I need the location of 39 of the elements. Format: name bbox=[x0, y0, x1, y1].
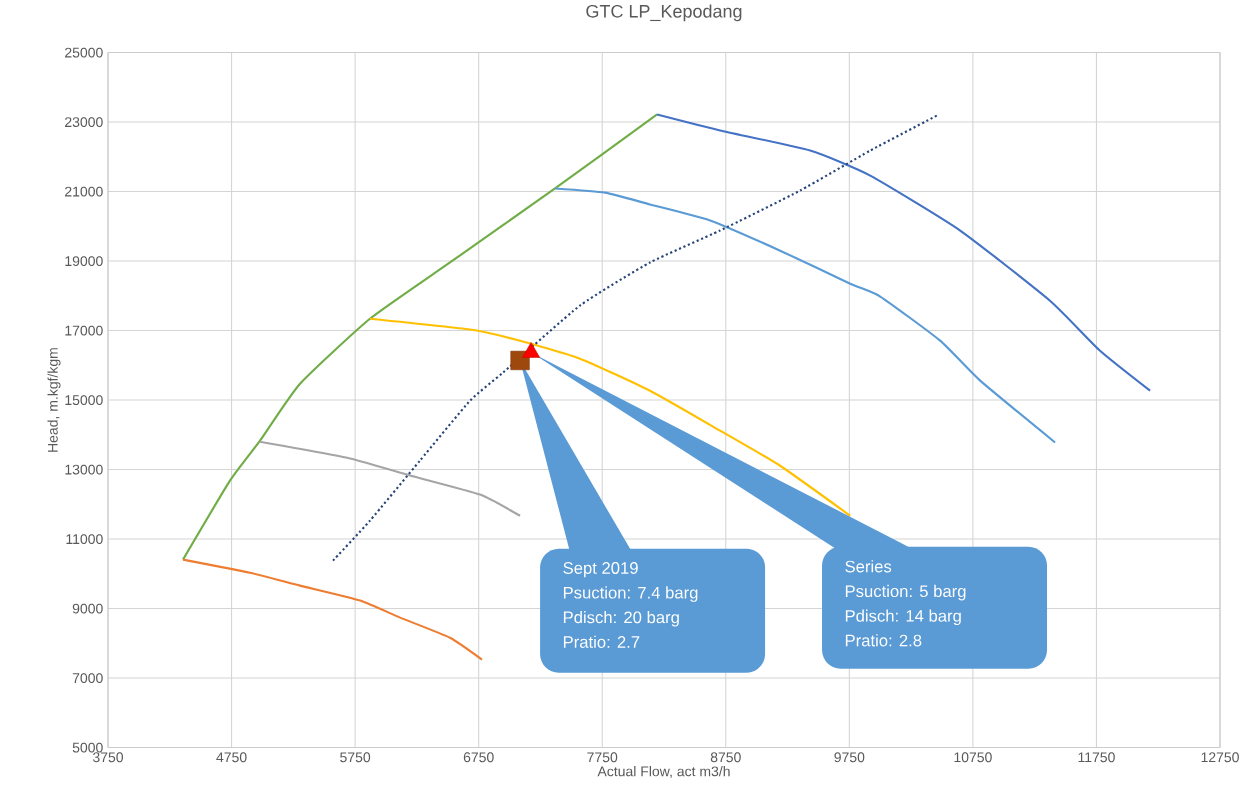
annotation: Sept 2019 bbox=[563, 562, 638, 578]
x-tick-label: 7750 bbox=[587, 752, 618, 763]
x-tick-label: 3750 bbox=[92, 752, 124, 763]
chart-title: GTC LP_Kepodang bbox=[586, 4, 742, 22]
x-tick-label: 10750 bbox=[954, 752, 992, 763]
y-tick-label: 13000 bbox=[65, 464, 103, 475]
line-series bbox=[656, 113, 1152, 392]
line-series bbox=[181, 558, 484, 661]
x-tick-label: 9750 bbox=[834, 752, 865, 763]
y-tick-label: 19000 bbox=[65, 256, 103, 267]
x-tick-label: 12750 bbox=[1201, 752, 1239, 763]
annotation: Pratio: 2.7 bbox=[563, 635, 640, 649]
x-tick-label: 8750 bbox=[710, 752, 741, 763]
line-series bbox=[553, 187, 1057, 444]
y-tick-label: 9000 bbox=[72, 603, 103, 614]
y-axis-title: Head, m.kgf/kgm bbox=[47, 348, 61, 453]
y-tick-label: 21000 bbox=[65, 186, 103, 197]
line-series bbox=[368, 317, 852, 518]
y-tick-label: 17000 bbox=[65, 325, 103, 336]
y-tick-label: 7000 bbox=[72, 673, 103, 684]
y-tick-label: 25000 bbox=[65, 47, 103, 58]
x-tick-label: 6750 bbox=[463, 752, 494, 763]
annotation: Pdisch: 14 barg bbox=[845, 609, 961, 626]
y-tick-label: 15000 bbox=[65, 395, 103, 406]
line-series bbox=[181, 113, 659, 561]
annotation: Psuction: 5 barg bbox=[845, 585, 966, 601]
annotation: Pdisch: 20 barg bbox=[563, 611, 679, 627]
x-axis-title: Actual Flow, act m3/h bbox=[597, 766, 730, 779]
annotation: Pratio: 2.8 bbox=[845, 634, 922, 647]
annotation: Psuction: 7.4 barg bbox=[563, 586, 698, 603]
annotation: Series bbox=[845, 560, 892, 573]
x-tick-label: 4750 bbox=[216, 752, 247, 763]
y-tick-label: 11000 bbox=[66, 534, 103, 545]
x-tick-label: 11750 bbox=[1078, 752, 1115, 763]
x-tick-label: 5750 bbox=[340, 752, 371, 763]
line-series bbox=[258, 440, 522, 518]
y-tick-label: 5000 bbox=[72, 742, 103, 753]
y-tick-label: 23000 bbox=[65, 117, 103, 128]
line-series bbox=[331, 114, 939, 562]
